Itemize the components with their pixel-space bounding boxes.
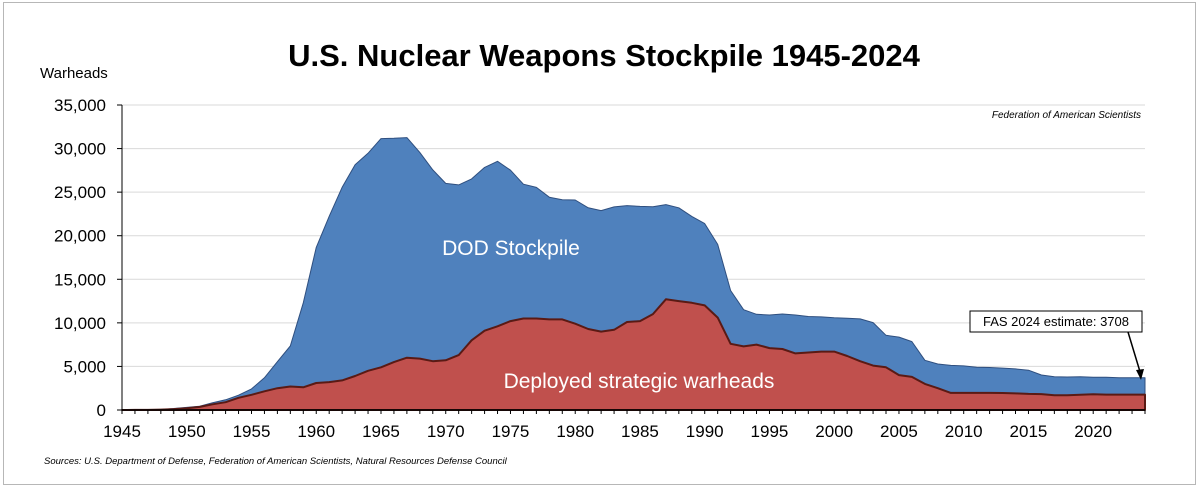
sources-note: Sources: U.S. Department of Defense, Fed…: [44, 456, 508, 467]
area-series-deployed-strategic-warheads: [121, 298, 1146, 411]
x-tick-label: 2005: [880, 422, 918, 441]
axes: [121, 105, 1145, 411]
x-tick-label: 1955: [233, 422, 271, 441]
x-tick-label: 1960: [297, 422, 335, 441]
x-tick-label: 2015: [1010, 422, 1048, 441]
x-tick-label: 2010: [945, 422, 983, 441]
x-tick-labels: 1945 1950 1955 1960 1965 1970 1975 1980 1985 1990…: [103, 410, 1146, 441]
x-tick-label: 1990: [686, 422, 724, 441]
x-tick-label: 1965: [362, 422, 400, 441]
y-tick-label: 0: [97, 401, 106, 420]
y-tick-label: 5,000: [63, 357, 106, 376]
estimate-callout-arrow-line: [1127, 331, 1142, 376]
estimate-callout-arrowhead: [1136, 369, 1144, 380]
y-tick-label: 20,000: [54, 227, 106, 246]
y-tick-label: 25,000: [54, 183, 106, 202]
estimate-callout-text: FAS 2024 estimate: 3708: [983, 314, 1129, 329]
y-axis-label: Warheads: [40, 65, 108, 82]
credit-label: Federation of American Scientists: [992, 110, 1141, 121]
chart-canvas: U.S. Nuclear Weapons Stockpile 1945-2024…: [40, 38, 1146, 467]
x-tick-label: 2000: [815, 422, 853, 441]
estimate-callout-box: [969, 310, 1143, 333]
x-tick-label: 1945: [103, 422, 141, 441]
x-tick-label: 1950: [168, 422, 206, 441]
x-tick-label: 1980: [556, 422, 594, 441]
x-tick-label: 1975: [492, 422, 530, 441]
chart-frame: U.S. Nuclear Weapons Stockpile 1945-2024…: [3, 2, 1196, 485]
series-label-dod-stockpile: DOD Stockpile: [442, 237, 580, 260]
x-tick-label: 2020: [1074, 422, 1112, 441]
y-tick-label: 30,000: [54, 140, 106, 159]
x-tick-label: 1970: [427, 422, 465, 441]
series-label-deployed: Deployed strategic warheads: [504, 370, 775, 393]
y-tick-label: 35,000: [54, 96, 106, 115]
y-tick-label: 15,000: [54, 270, 106, 289]
x-tick-label: 1995: [751, 422, 789, 441]
x-tick-label: 1985: [621, 422, 659, 441]
plot-areas: [121, 137, 1146, 411]
area-series-dod-stockpile: [121, 137, 1146, 411]
y-tick-label: 10,000: [54, 314, 106, 333]
y-tick-labels: 0 5,000 10,000 15,000 20,000 25,000 30,000 35,0…: [54, 96, 122, 420]
chart-title: U.S. Nuclear Weapons Stockpile 1945-2024: [288, 38, 921, 73]
